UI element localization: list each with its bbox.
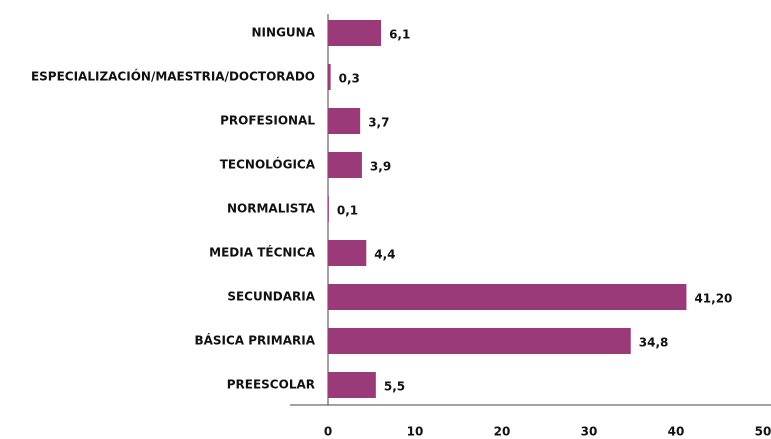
y-tick-label: NORMALISTA [227, 202, 316, 216]
y-tick-label: PREESCOLAR [227, 378, 315, 392]
value-label: 4,4 [374, 248, 395, 262]
bar [328, 240, 367, 266]
bar [328, 108, 361, 134]
bar [328, 196, 329, 222]
bar [328, 328, 631, 354]
x-tick-label: 0 [324, 425, 332, 439]
x-tick-label: 20 [494, 425, 511, 439]
bar [328, 64, 331, 90]
value-label: 6,1 [389, 28, 410, 42]
value-label: 3,7 [368, 116, 389, 130]
value-label: 41,20 [694, 292, 732, 306]
value-label: 5,5 [384, 380, 405, 394]
y-tick-label: BÁSICA PRIMARIA [194, 333, 315, 348]
bar [328, 284, 687, 310]
y-tick-label: MEDIA TÉCNICA [209, 245, 316, 260]
y-tick-label: ESPECIALIZACIÓN/MAESTRIA/DOCTORADO [31, 69, 315, 84]
y-tick-label: PROFESIONAL [220, 114, 315, 128]
y-tick-label: TECNOLÓGICA [220, 157, 316, 172]
value-label: 0,3 [339, 72, 360, 86]
value-label: 34,8 [639, 336, 669, 350]
value-label: 3,9 [370, 160, 391, 174]
x-tick-label: 50 [755, 425, 771, 439]
y-tick-label: NINGUNA [252, 26, 316, 40]
bar [328, 152, 362, 178]
y-tick-label: SECUNDARIA [227, 290, 315, 304]
x-tick-label: 10 [407, 425, 424, 439]
value-label: 0,1 [337, 204, 358, 218]
bar [328, 20, 382, 46]
x-tick-label: 30 [581, 425, 598, 439]
x-tick-label: 40 [668, 425, 685, 439]
bar [328, 372, 376, 398]
